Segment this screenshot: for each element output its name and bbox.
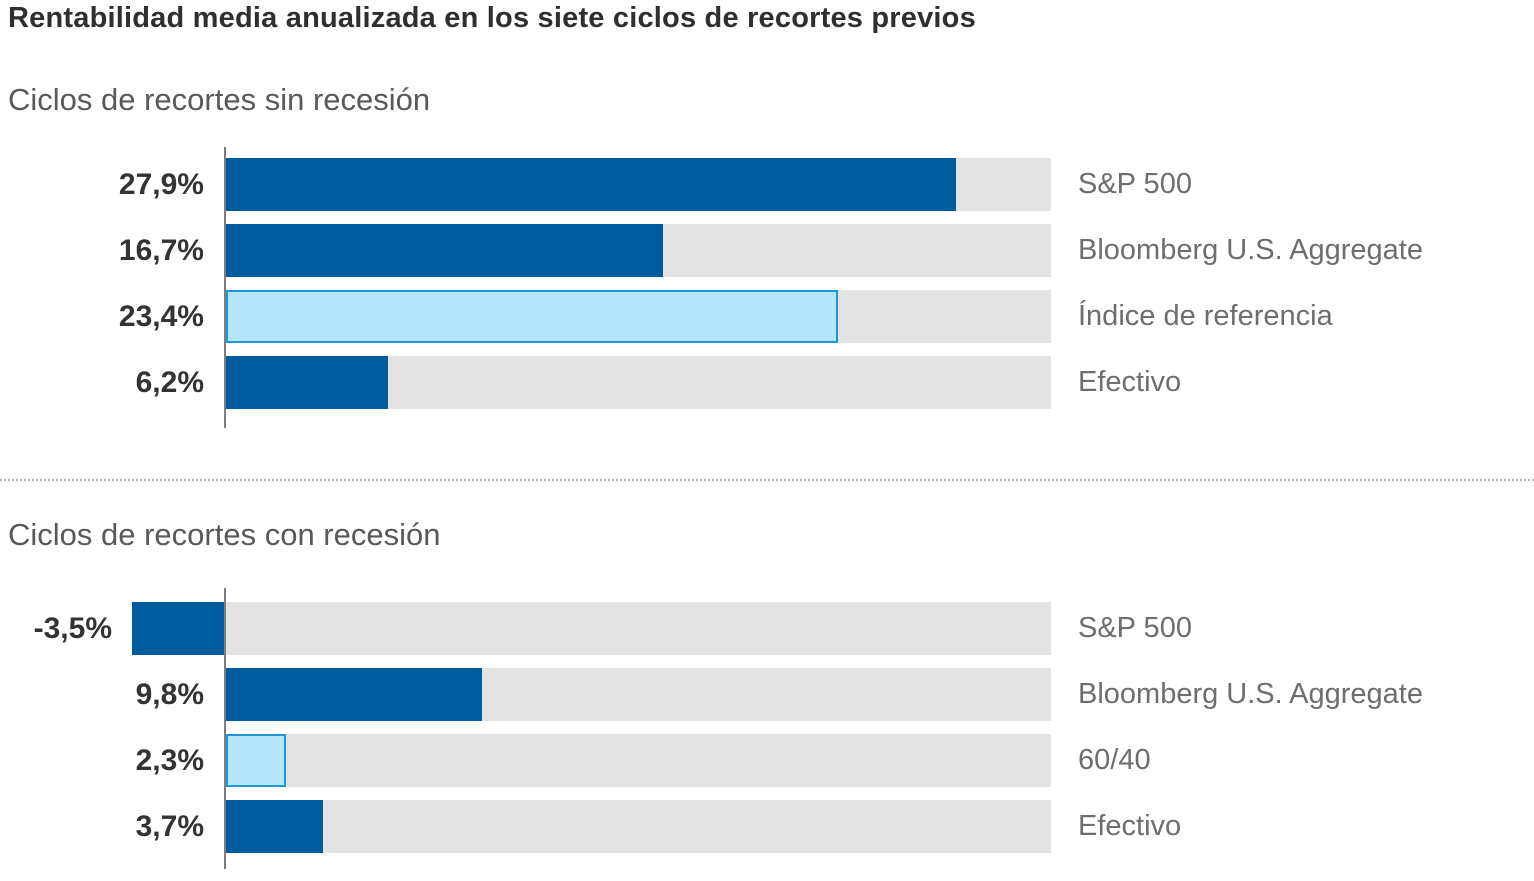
- bar-category-label: Efectivo: [1078, 810, 1182, 842]
- section-subtitle-no-recession: Ciclos de recortes sin recesión: [8, 82, 431, 117]
- bar: [226, 734, 286, 787]
- bar-row: 9,8% Bloomberg U.S. Aggregate: [0, 668, 1534, 721]
- bar-value-label: 3,7%: [135, 810, 204, 843]
- bar-category-label: Bloomberg U.S. Aggregate: [1078, 234, 1423, 266]
- bar-value-label: 16,7%: [118, 234, 204, 267]
- axis-baseline: [224, 588, 226, 869]
- bar-value-label: 6,2%: [135, 366, 204, 399]
- bar-track: [226, 734, 1051, 787]
- bar-chart-recession: -3,5% S&P 500 9,8% Bloomberg U.S. Aggregate…: [0, 588, 1534, 869]
- bar-category-label: S&P 500: [1078, 168, 1192, 200]
- bar-category-label: S&P 500: [1078, 612, 1192, 644]
- bar: [226, 224, 663, 277]
- bar: [226, 356, 388, 409]
- bar-row: 2,3% 60/40: [0, 734, 1534, 787]
- bar-category-label: Índice de referencia: [1078, 300, 1333, 332]
- bar: [226, 158, 956, 211]
- axis-baseline: [224, 147, 226, 428]
- bar-value-label: 27,9%: [118, 168, 204, 201]
- bar-row: 3,7% Efectivo: [0, 800, 1534, 853]
- bar-track: [226, 602, 1051, 655]
- bar-row: 27,9% S&P 500: [0, 158, 1534, 211]
- bar-category-label: Bloomberg U.S. Aggregate: [1078, 678, 1423, 710]
- bar: [226, 800, 323, 853]
- bar-category-label: 60/40: [1078, 744, 1151, 776]
- bar-category-label: Efectivo: [1078, 366, 1182, 398]
- chart-title: Rentabilidad media anualizada en los sie…: [8, 2, 976, 34]
- bar: [226, 668, 482, 721]
- bar: [226, 290, 838, 343]
- bar-value-label: -3,5%: [33, 612, 112, 645]
- bar: [132, 602, 224, 655]
- dotted-divider: [0, 479, 1534, 481]
- bar-value-label: 23,4%: [118, 300, 204, 333]
- bar-row: 6,2% Efectivo: [0, 356, 1534, 409]
- bar-value-label: 9,8%: [135, 678, 204, 711]
- bar-chart-no-recession: 27,9% S&P 500 16,7% Bloomberg U.S. Aggregat…: [0, 147, 1534, 428]
- bar-value-label: 2,3%: [135, 744, 204, 777]
- bar-row: 16,7% Bloomberg U.S. Aggregate: [0, 224, 1534, 277]
- bar-row: -3,5% S&P 500: [0, 602, 1534, 655]
- section-subtitle-recession: Ciclos de recortes con recesión: [8, 517, 441, 552]
- bar-row: 23,4% Índice de referencia: [0, 290, 1534, 343]
- bar-track: [226, 800, 1051, 853]
